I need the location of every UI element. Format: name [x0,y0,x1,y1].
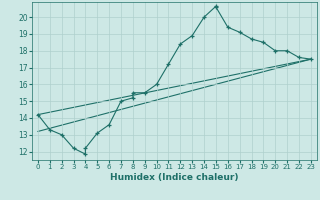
X-axis label: Humidex (Indice chaleur): Humidex (Indice chaleur) [110,173,239,182]
